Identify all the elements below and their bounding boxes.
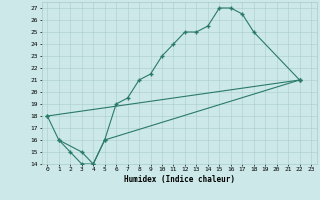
X-axis label: Humidex (Indice chaleur): Humidex (Indice chaleur): [124, 175, 235, 184]
